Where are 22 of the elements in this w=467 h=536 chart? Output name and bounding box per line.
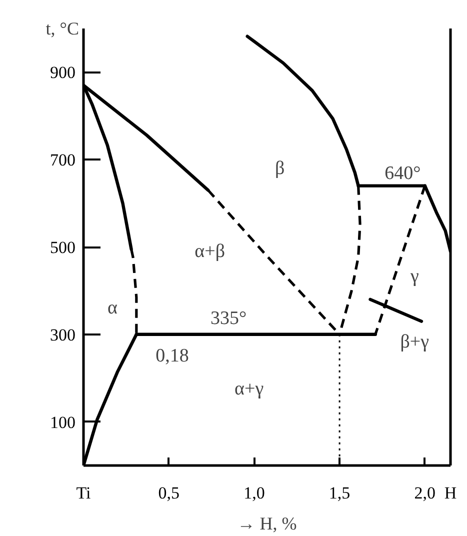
annotation: α+β <box>194 240 225 262</box>
x-tick-label: 1,0 <box>244 484 265 502</box>
annotation: 640° <box>384 163 421 184</box>
x-tick-label: 0,5 <box>158 484 180 502</box>
x-tick-label: 2,0 <box>414 484 436 502</box>
y-tick-label: 700 <box>50 150 76 170</box>
x-tick-label: H <box>444 484 457 502</box>
y-tick-label: 100 <box>50 412 76 432</box>
annotation: β <box>274 158 285 179</box>
y-tick-label: 900 <box>50 63 76 82</box>
annotation: β+γ <box>400 331 430 352</box>
annotation: 335° <box>210 308 247 330</box>
annotation: α <box>108 298 118 319</box>
annotation: α+γ <box>234 378 264 400</box>
annotation: γ <box>409 266 419 288</box>
annotation: 0,18 <box>156 345 189 366</box>
y-axis-title: t, °C <box>46 18 80 38</box>
x-tick-label: 1,5 <box>328 484 350 502</box>
x-tick-label: Ti <box>76 484 92 502</box>
y-tick-label: 500 <box>50 238 76 257</box>
x-axis-title: → H, % <box>237 514 297 534</box>
y-tick-label: 300 <box>50 325 76 344</box>
